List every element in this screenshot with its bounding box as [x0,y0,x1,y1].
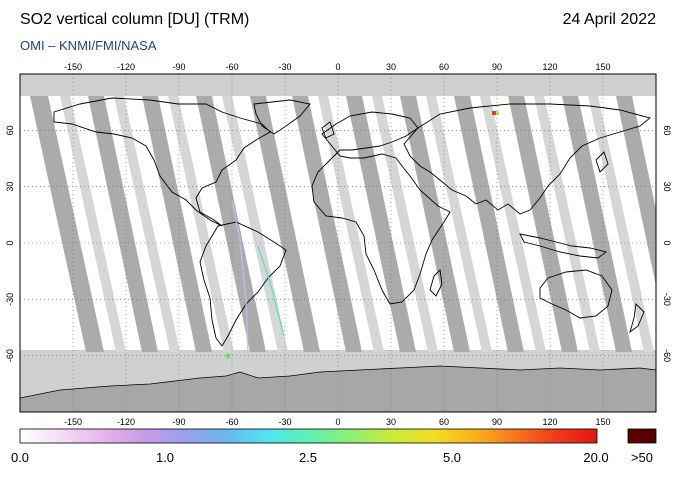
map-area [20,74,656,412]
swath-stripe [30,96,104,352]
lon-tick-label: -60 [225,62,238,72]
swath-overlap [168,96,234,352]
legend-label-4: 20.0 [583,450,609,465]
legend-label-0: 0.0 [10,450,30,465]
lon-tick-label: 150 [595,417,610,427]
lat-tick-label: -60 [662,349,672,362]
swath-stripe [292,96,362,352]
so2-trace [231,199,249,357]
lat-ticks-left: 60 30 0 -30 -60 [5,125,15,362]
lat-tick-label: 30 [5,182,15,192]
swath-stripe [616,96,656,286]
so2-hotspot [225,353,231,359]
lon-tick-label: -120 [117,417,135,427]
lon-tick-label: 60 [439,62,449,72]
lat-tick-label: 30 [662,182,672,192]
lat-tick-label: -60 [5,349,15,362]
swath-stripe [508,96,578,352]
data-credit: OMI – KNMI/FMI/NASA [20,38,157,53]
swath-overlap [60,96,126,352]
legend-label-1: 1.0 [155,450,175,465]
so2-trace [257,245,285,337]
lat-ticks-right: 60 30 0 -30 -60 [662,125,672,362]
lon-tick-label: 90 [492,62,502,72]
map-title: SO2 vertical column [DU] (TRM) [20,11,250,28]
uk-coast [321,121,335,139]
lon-tick-label: 0 [335,62,340,72]
lat-tick-label: 60 [662,125,672,135]
lon-tick-label: -120 [117,62,135,72]
lon-tick-label: 150 [595,62,610,72]
lon-tick-label: 90 [492,417,502,427]
swath-stripe [562,96,632,352]
lon-tick-label: 0 [335,417,340,427]
colorbar [19,428,598,444]
lon-tick-label: -90 [172,417,185,427]
so2-hotspot [496,111,499,115]
madagascar-coast [429,269,443,297]
legend-label-overflow: >50 [630,450,654,465]
north-america-coast [53,97,271,227]
map-date: 24 April 2022 [562,11,656,28]
coastlines [53,97,651,347]
south-america-coast [199,221,287,347]
swath-stripe [346,96,416,352]
swath-overlap [534,96,600,352]
swath-overlap [372,96,438,352]
japan-coast [595,151,609,173]
lon-tick-label: 120 [542,417,557,427]
legend-label-3: 5.0 [442,450,462,465]
lat-tick-label: -30 [662,293,672,306]
so2-hotspot [492,111,496,115]
graticule [20,74,656,412]
lon-tick-label: -30 [278,62,291,72]
lon-tick-label: -90 [172,62,185,72]
swath-stripe [454,96,524,352]
arctic-nodata-band [20,74,656,96]
map-frame [19,73,657,413]
lon-tick-label: 60 [439,417,449,427]
new-zealand-coast [629,303,645,334]
lat-tick-label: 0 [662,240,672,245]
lat-tick-label: 0 [5,240,15,245]
lon-tick-label: -150 [64,62,82,72]
australia-coast [539,269,613,319]
swath-stripe [142,96,212,352]
swath-overlap [114,96,180,352]
legend-label-2: 2.5 [298,450,318,465]
swath-overlap [426,96,492,352]
lon-tick-label: 30 [386,417,396,427]
swath-overlap [588,96,654,352]
lon-tick-label: -150 [64,417,82,427]
swath-stripe [88,96,158,352]
greenland-coast [253,99,311,135]
orbit-swath-gaps [30,96,656,352]
lon-tick-label: 30 [386,62,396,72]
lat-tick-label: -30 [5,293,15,306]
antarctica-landmass [20,365,656,412]
swath-overlap [480,96,546,352]
southeast-asia-islands [519,233,608,259]
lon-ticks-bottom: -150 -120 -90 -60 -30 0 30 60 90 120 150 [64,417,611,427]
lon-tick-label: -30 [278,417,291,427]
colorbar-overflow [627,428,657,444]
lon-ticks-top: -150 -120 -90 -60 -30 0 30 60 90 120 150 [64,62,611,72]
lat-tick-label: 60 [5,125,15,135]
swath-stripe [400,96,470,352]
swath-stripe [196,96,266,352]
europe-africa-coast [311,111,451,305]
swath-stripe [250,96,320,352]
swath-overlap [318,96,384,352]
lon-tick-label: -60 [225,417,238,427]
lon-tick-label: 120 [542,62,557,72]
asia-coast [403,103,651,215]
